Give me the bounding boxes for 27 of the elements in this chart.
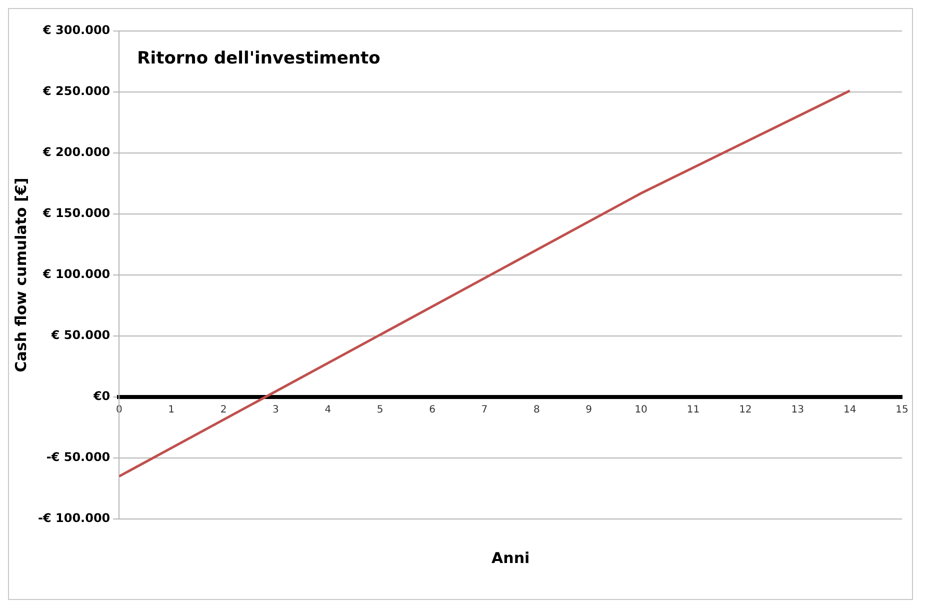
y-tick-label: € 150.000: [42, 206, 110, 220]
x-tick-label: 3: [272, 404, 279, 416]
x-tick-label: 2: [220, 404, 227, 416]
x-tick-label: 9: [586, 404, 592, 416]
x-tick-label: 1: [168, 404, 175, 416]
x-tick-label: 6: [429, 404, 436, 416]
y-tick-label: € 200.000: [42, 145, 110, 160]
y-tick-label: € 100.000: [42, 267, 110, 282]
x-tick-label: 13: [791, 404, 804, 416]
x-tick-label: 4: [324, 404, 332, 416]
x-tick-label: 12: [739, 404, 752, 416]
y-tick-label: -€ 100.000: [38, 511, 110, 526]
y-axis-title: Cash flow cumulato [€]: [12, 178, 30, 372]
y-tick-label: € 250.000: [42, 84, 110, 98]
x-tick-label: 11: [686, 404, 700, 416]
y-tick-label: €0: [92, 389, 110, 404]
x-tick-label: 15: [896, 404, 908, 416]
y-tick-label: € 50.000: [50, 328, 110, 342]
x-tick-label: 14: [843, 404, 856, 416]
x-tick-label: 7: [481, 404, 488, 416]
y-tick-label: -€ 50.000: [46, 450, 110, 464]
x-tick-label: 5: [376, 404, 384, 416]
x-tick-label: 8: [533, 404, 540, 416]
x-axis-title: Anni: [492, 548, 530, 567]
text: Ritorno dell'investimento: [137, 48, 380, 68]
y-tick-label: € 300.000: [42, 23, 110, 38]
x-tick-label: 10: [634, 404, 648, 416]
